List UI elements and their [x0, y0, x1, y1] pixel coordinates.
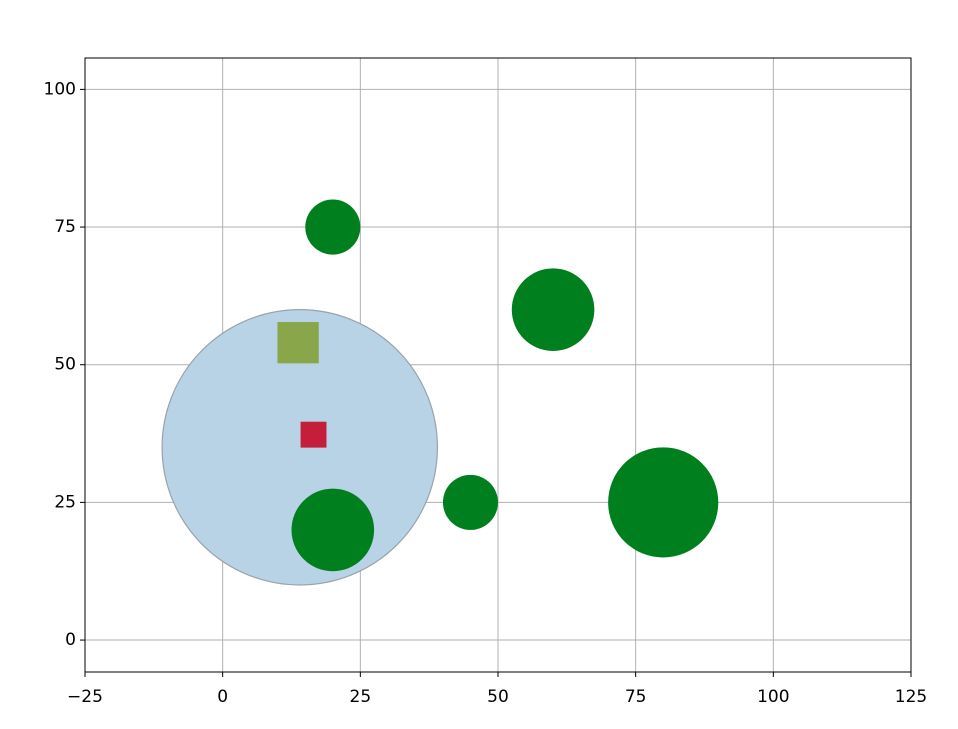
x-tick-label: 75	[625, 687, 647, 707]
ticks-layer: −25 0 25 50 75 100 125 0 25 50 75 100	[44, 79, 928, 707]
x-tick-label: 25	[350, 687, 372, 707]
y-tick-label: 50	[54, 355, 76, 375]
x-tick-label: −25	[67, 687, 103, 707]
x-tick-label: 50	[487, 687, 509, 707]
x-tick-label: 125	[895, 687, 927, 707]
x-tick-label: 0	[217, 687, 228, 707]
circle-marker	[608, 447, 719, 558]
circle-marker	[291, 488, 375, 572]
square-marker	[300, 421, 327, 448]
y-tick-label: 0	[65, 630, 76, 650]
y-tick-label: 100	[44, 79, 76, 99]
y-tick-label: 75	[54, 217, 76, 237]
circle-marker	[442, 474, 498, 530]
marks-layer	[161, 199, 719, 586]
square-marker	[277, 322, 319, 364]
circle-marker	[511, 268, 595, 351]
circle-marker	[305, 199, 361, 255]
y-tick-label: 25	[54, 492, 76, 512]
x-tick-label: 100	[757, 687, 789, 707]
